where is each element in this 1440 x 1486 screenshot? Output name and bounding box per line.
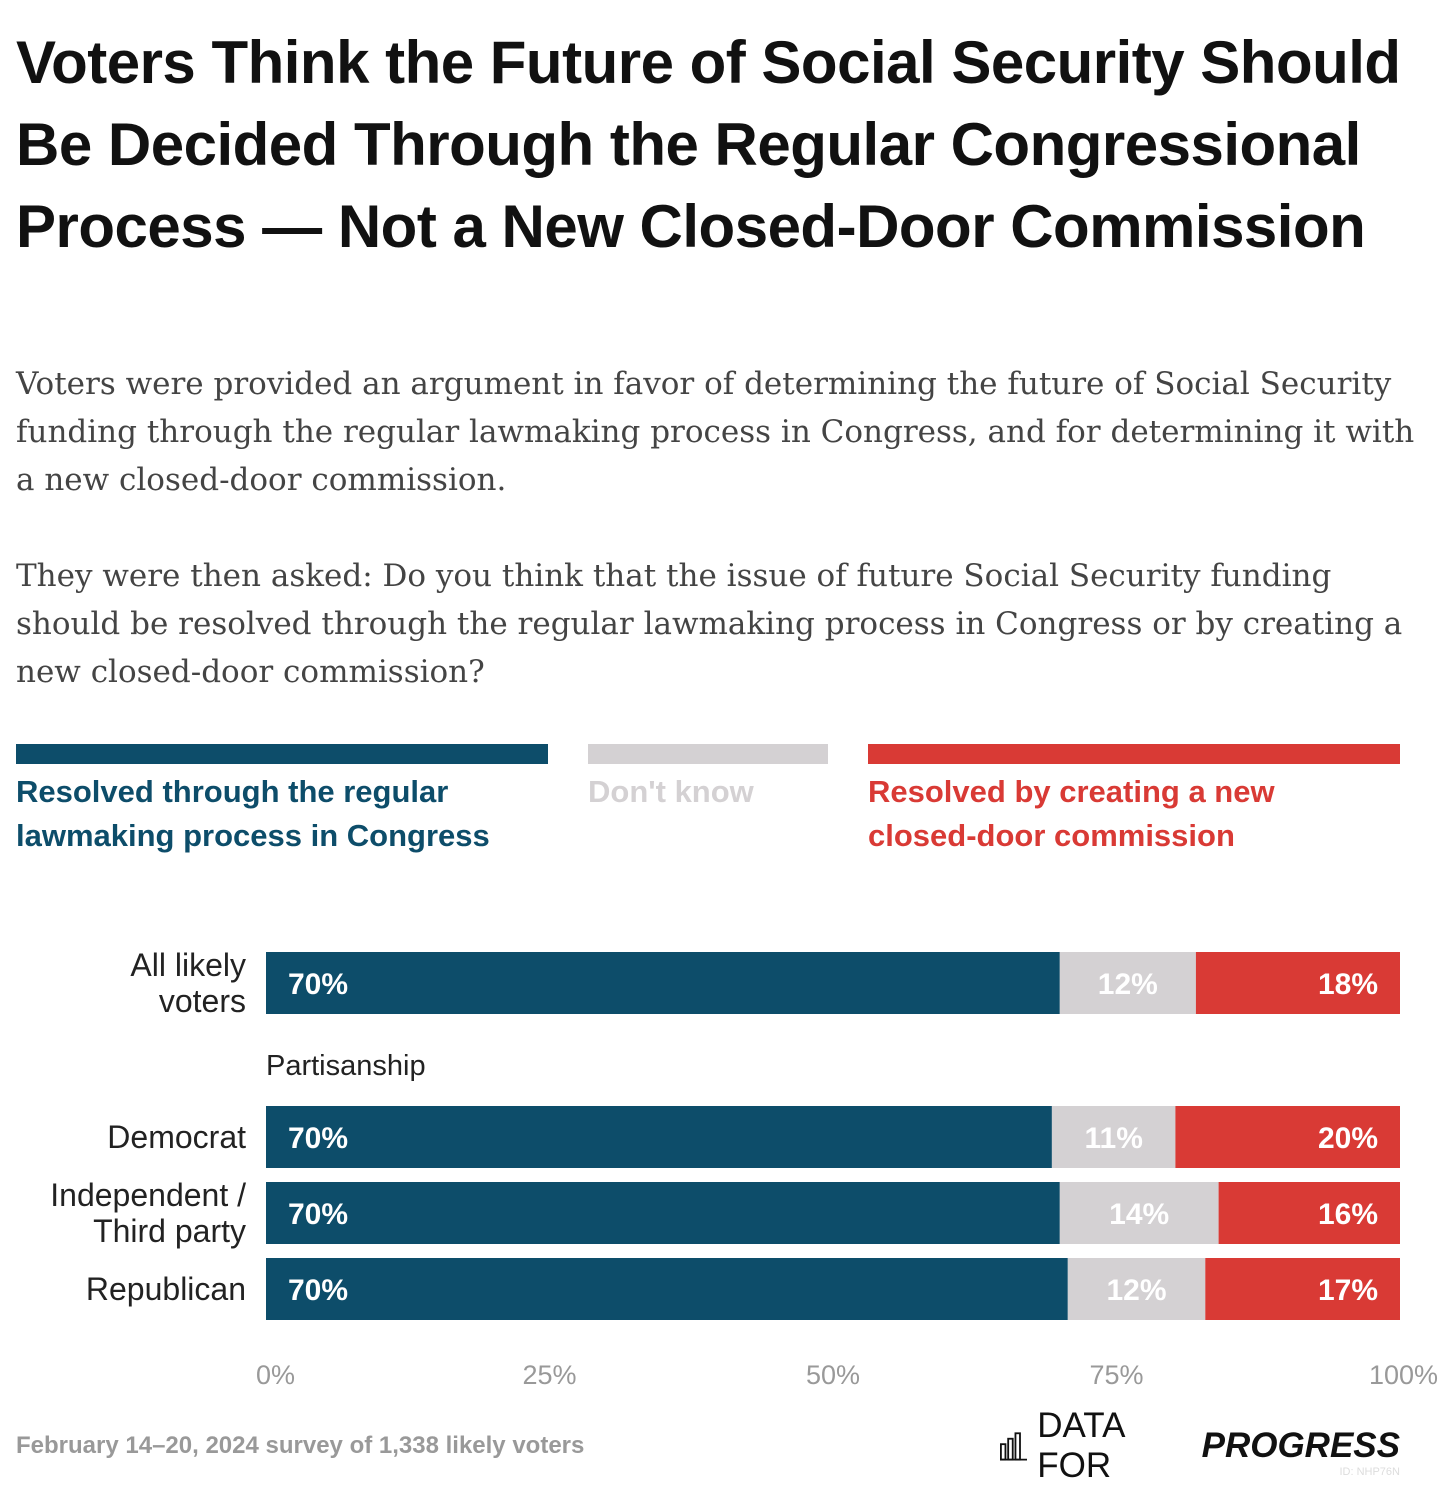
bar-republican-dontknow [1067,1258,1206,1320]
brand-name-light: DATA FOR [1037,1406,1124,1485]
bar-democrat-dontknow [1051,1106,1176,1168]
x-tick-label-75: 75% [1089,1360,1143,1390]
data-label-democrat-dontknow: 11% [1085,1122,1143,1155]
image-id: ID: NHP76N [1339,1466,1400,1478]
data-label-all-likely-voters-dontknow: 12% [1098,968,1158,1001]
data-label-independent-third-party-congress: 70% [288,1198,348,1231]
bar-all-likely-voters-commission [1195,952,1400,1014]
x-tick-label-100: 100% [1369,1360,1438,1390]
chart-subtitle-question: They were then asked: Do you think that … [16,558,1403,690]
legend-label-congress: Resolved through the regular lawmaking p… [16,774,490,853]
data-label-independent-third-party-commission: 16% [1318,1198,1378,1231]
bar-independent-third-party-commission [1218,1182,1400,1244]
bar-chart-logo-icon [1000,1432,1028,1461]
bar-independent-third-party-congress [266,1182,1060,1244]
category-label-all-likely-voters: All likely voters [130,947,246,1019]
category-label-democrat: Democrat [107,1119,246,1155]
chart-title: Voters Think the Future of Social Securi… [16,29,1401,260]
x-tick-label-25: 25% [522,1360,576,1390]
category-label-republican: Republican [85,1271,246,1307]
data-label-all-likely-voters-commission: 18% [1318,968,1378,1001]
legend-label-dont-know: Don't know [588,774,754,809]
legend-swatch-dont-know [588,744,828,764]
bar-all-likely-voters-dontknow [1059,952,1196,1014]
legend-label-commission: Resolved by creating a new closed-door c… [868,774,1275,853]
x-tick-label-0: 0% [256,1360,295,1390]
data-label-democrat-commission: 20% [1318,1122,1378,1155]
data-label-republican-dontknow: 12% [1106,1274,1166,1307]
data-label-republican-congress: 70% [288,1274,348,1307]
bar-democrat-congress [266,1106,1052,1168]
data-label-republican-commission: 17% [1318,1274,1378,1307]
bar-republican-commission [1205,1258,1400,1320]
bar-democrat-commission [1175,1106,1400,1168]
data-label-all-likely-voters-congress: 70% [288,968,348,1001]
data-label-democrat-congress: 70% [288,1122,348,1155]
group-label-partisanship: Partisanship [266,1050,426,1082]
x-tick-label-50: 50% [806,1360,860,1390]
bar-independent-third-party-dontknow [1059,1182,1219,1244]
legend-swatch-congress [16,744,548,764]
brand-name-bold: PROGRESS [1201,1426,1400,1465]
category-label-independent: Independent / Third party [50,1177,246,1249]
bar-republican-congress [266,1258,1068,1320]
chart-subtitle-intro: Voters were provided an argument in favo… [16,366,1415,498]
brand-logo: DATA FOR PROGRESS [1000,1406,1400,1485]
footer-survey-note: February 14–20, 2024 survey of 1,338 lik… [16,1432,585,1459]
bar-all-likely-voters-congress [266,952,1060,1014]
legend-swatch-commission [868,744,1400,764]
data-label-independent-third-party-dontknow: 14% [1109,1198,1169,1231]
